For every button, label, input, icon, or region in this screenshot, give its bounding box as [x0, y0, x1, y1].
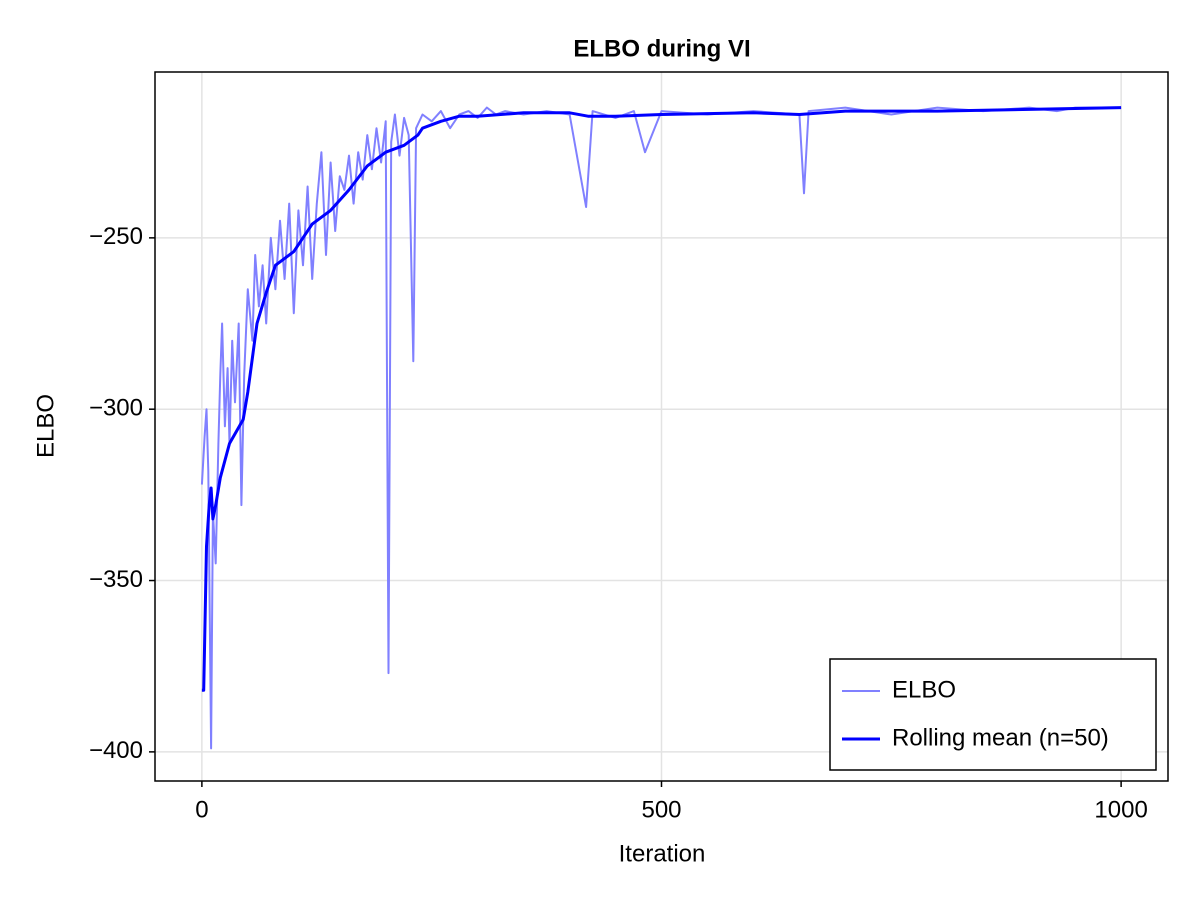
data-line — [201, 106, 1122, 692]
legend-label: ELBO — [892, 676, 956, 703]
y-tick-label: −400 — [89, 737, 143, 764]
legend-label: Rolling mean (n=50) — [892, 724, 1109, 751]
legend: ELBO Rolling mean (n=50) — [829, 658, 1157, 771]
y-tick-label: −250 — [89, 223, 143, 250]
plot-frame — [154, 71, 1169, 782]
x-tick-label: 500 — [641, 796, 681, 823]
data-line — [200, 106, 1122, 750]
y-axis-label: ELBO — [32, 394, 59, 458]
x-axis-label: Iteration — [619, 840, 706, 867]
legend-box — [829, 658, 1157, 771]
x-tick-label: 1000 — [1094, 796, 1147, 823]
x-tick-label: 0 — [195, 796, 208, 823]
y-tick-label: −350 — [89, 566, 143, 593]
chart-title: ELBO during VI — [573, 35, 750, 62]
y-tick-label: −300 — [89, 395, 143, 422]
